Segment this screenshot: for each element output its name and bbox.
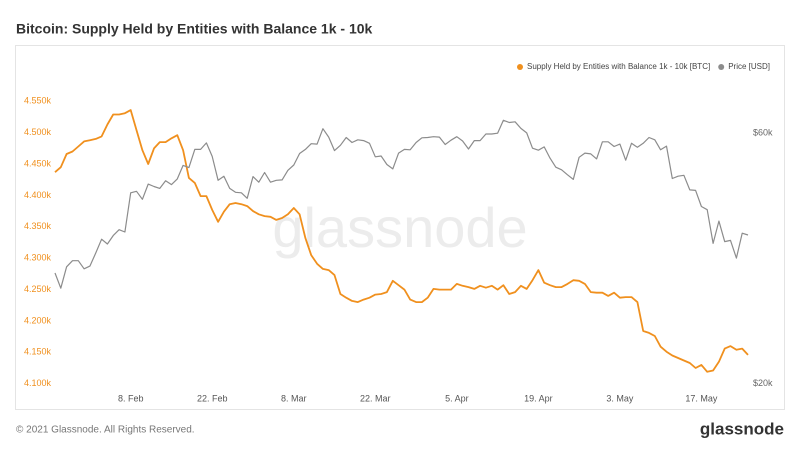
series-line (54, 119, 749, 289)
y2-tick-label: $60k (753, 128, 773, 138)
watermark: glassnode (272, 196, 527, 259)
y-tick-label: 4.150k (24, 347, 52, 357)
y-tick-label: 4.400k (24, 190, 52, 200)
y-tick-label: 4.300k (24, 253, 52, 263)
x-tick-label: 3. May (606, 393, 634, 403)
legend-label: Supply Held by Entities with Balance 1k … (527, 62, 710, 71)
y2-tick-label: $20k (753, 378, 773, 388)
x-tick-label: 5. Apr (445, 393, 469, 403)
chart-frame (15, 45, 785, 410)
legend-swatch (517, 64, 523, 70)
y-tick-label: 4.550k (24, 96, 52, 106)
y-tick-label: 4.250k (24, 284, 52, 294)
copyright: © 2021 Glassnode. All Rights Reserved. (16, 425, 195, 436)
y-tick-label: 4.500k (24, 127, 52, 137)
x-tick-label: 8. Feb (118, 393, 144, 403)
y-tick-label: 4.350k (24, 221, 52, 231)
logo: glassnode (700, 419, 784, 438)
x-tick-label: 8. Mar (281, 393, 307, 403)
x-tick-label: 19. Apr (524, 393, 553, 403)
x-tick-label: 22. Mar (360, 393, 391, 403)
y-tick-label: 4.450k (24, 158, 52, 168)
y-tick-label: 4.100k (24, 378, 52, 388)
legend-label: Price [USD] (728, 62, 770, 71)
x-tick-label: 17. May (685, 393, 718, 403)
y-tick-label: 4.200k (24, 315, 52, 325)
series-line (54, 109, 749, 373)
legend-swatch (718, 64, 725, 70)
x-tick-label: 22. Feb (197, 393, 228, 403)
chart-title: Bitcoin: Supply Held by Entities with Ba… (16, 21, 373, 37)
